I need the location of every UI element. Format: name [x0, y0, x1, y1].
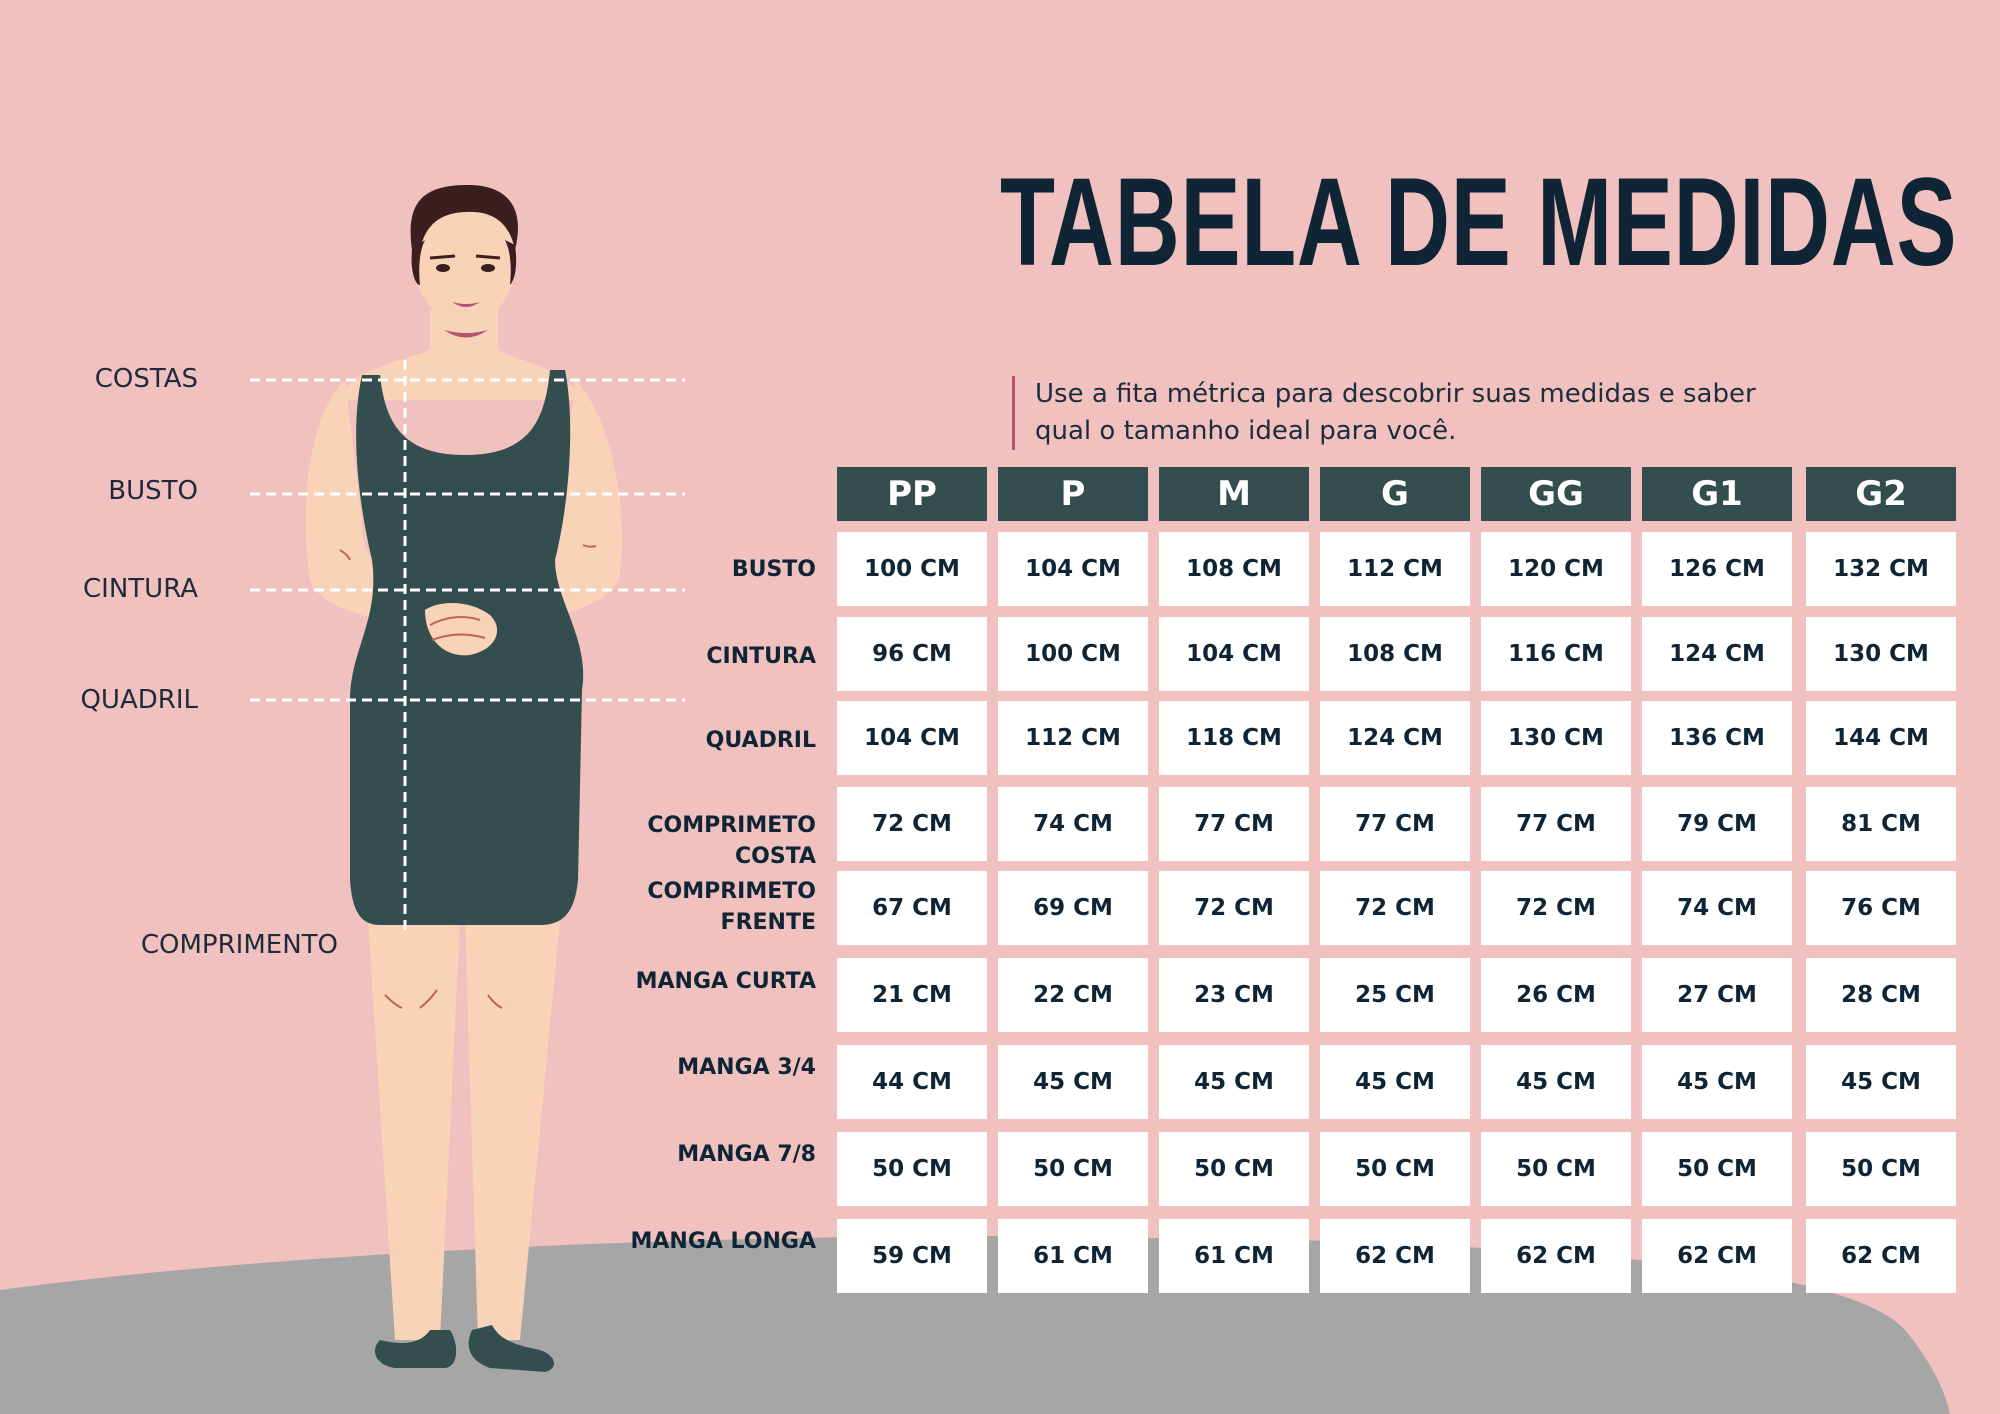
table-cell: 59 CM — [837, 1219, 987, 1293]
table-cell: 79 CM — [1642, 787, 1792, 861]
table-cell: 112 CM — [998, 701, 1148, 775]
row-label: BUSTO — [731, 557, 816, 582]
row-label: CINTURA — [706, 644, 816, 669]
size-header-m: M — [1159, 467, 1309, 521]
table-cell: 50 CM — [1159, 1132, 1309, 1206]
woman-illustration — [250, 185, 685, 1372]
table-cell: 116 CM — [1481, 617, 1631, 691]
label-busto: BUSTO — [108, 476, 198, 506]
table-cell: 44 CM — [837, 1045, 987, 1119]
table-cell: 45 CM — [1642, 1045, 1792, 1119]
size-header-gg: GG — [1481, 467, 1631, 521]
table-cell: 45 CM — [1481, 1045, 1631, 1119]
table-cell: 112 CM — [1320, 532, 1470, 606]
table-cell: 23 CM — [1159, 958, 1309, 1032]
table-cell: 62 CM — [1320, 1219, 1470, 1293]
size-header-pp: PP — [837, 467, 987, 521]
table-cell: 50 CM — [1642, 1132, 1792, 1206]
table-cell: 118 CM — [1159, 701, 1309, 775]
table-cell: 27 CM — [1642, 958, 1792, 1032]
table-cell: 50 CM — [837, 1132, 987, 1206]
table-cell: 72 CM — [1320, 871, 1470, 945]
table-cell: 25 CM — [1320, 958, 1470, 1032]
table-cell: 108 CM — [1320, 617, 1470, 691]
table-cell: 45 CM — [1159, 1045, 1309, 1119]
table-cell: 96 CM — [837, 617, 987, 691]
table-cell: 100 CM — [837, 532, 987, 606]
row-label: MANGA 7/8 — [677, 1142, 816, 1167]
table-cell: 62 CM — [1481, 1219, 1631, 1293]
label-costas: COSTAS — [94, 364, 198, 394]
row-label: COMPRIMETO COSTA — [647, 813, 816, 869]
table-cell: 108 CM — [1159, 532, 1309, 606]
table-cell: 124 CM — [1320, 701, 1470, 775]
table-cell: 69 CM — [998, 871, 1148, 945]
table-cell: 104 CM — [837, 701, 987, 775]
table-cell: 136 CM — [1642, 701, 1792, 775]
table-cell: 28 CM — [1806, 958, 1956, 1032]
label-comprimento: COMPRIMENTO — [140, 930, 338, 960]
table-cell: 81 CM — [1806, 787, 1956, 861]
label-quadril: QUADRIL — [80, 685, 198, 715]
table-cell: 77 CM — [1159, 787, 1309, 861]
row-label: MANGA 3/4 — [677, 1055, 816, 1080]
table-cell: 130 CM — [1481, 701, 1631, 775]
table-cell: 124 CM — [1642, 617, 1792, 691]
table-cell: 120 CM — [1481, 532, 1631, 606]
table-cell: 130 CM — [1806, 617, 1956, 691]
row-label: QUADRIL — [705, 728, 816, 753]
table-cell: 50 CM — [1806, 1132, 1956, 1206]
row-label: COMPRIMETO FRENTE — [647, 879, 816, 935]
table-cell: 100 CM — [998, 617, 1148, 691]
size-header-p: P — [998, 467, 1148, 521]
table-cell: 45 CM — [998, 1045, 1148, 1119]
size-header-g1: G1 — [1642, 467, 1792, 521]
table-cell: 74 CM — [998, 787, 1148, 861]
table-cell: 77 CM — [1320, 787, 1470, 861]
row-label: MANGA CURTA — [635, 969, 816, 994]
table-cell: 61 CM — [998, 1219, 1148, 1293]
page-title: TABELA DE MEDIDAS — [1000, 153, 1958, 292]
table-cell: 76 CM — [1806, 871, 1956, 945]
table-cell: 67 CM — [837, 871, 987, 945]
table-cell: 144 CM — [1806, 701, 1956, 775]
page-subtitle: Use a fita métrica para descobrir suas m… — [1012, 376, 1795, 450]
table-cell: 62 CM — [1642, 1219, 1792, 1293]
table-cell: 45 CM — [1320, 1045, 1470, 1119]
table-cell: 77 CM — [1481, 787, 1631, 861]
table-cell: 26 CM — [1481, 958, 1631, 1032]
label-cintura: CINTURA — [83, 574, 198, 604]
table-cell: 50 CM — [1320, 1132, 1470, 1206]
table-cell: 132 CM — [1806, 532, 1956, 606]
table-cell: 72 CM — [1481, 871, 1631, 945]
table-cell: 62 CM — [1806, 1219, 1956, 1293]
table-cell: 22 CM — [998, 958, 1148, 1032]
table-cell: 50 CM — [1481, 1132, 1631, 1206]
table-cell: 61 CM — [1159, 1219, 1309, 1293]
table-cell: 45 CM — [1806, 1045, 1956, 1119]
table-cell: 126 CM — [1642, 532, 1792, 606]
table-cell: 74 CM — [1642, 871, 1792, 945]
table-cell: 50 CM — [998, 1132, 1148, 1206]
row-label: MANGA LONGA — [630, 1229, 816, 1254]
table-cell: 21 CM — [837, 958, 987, 1032]
table-cell: 104 CM — [998, 532, 1148, 606]
size-header-g: G — [1320, 467, 1470, 521]
table-cell: 72 CM — [1159, 871, 1309, 945]
size-header-g2: G2 — [1806, 467, 1956, 521]
table-cell: 72 CM — [837, 787, 987, 861]
table-cell: 104 CM — [1159, 617, 1309, 691]
